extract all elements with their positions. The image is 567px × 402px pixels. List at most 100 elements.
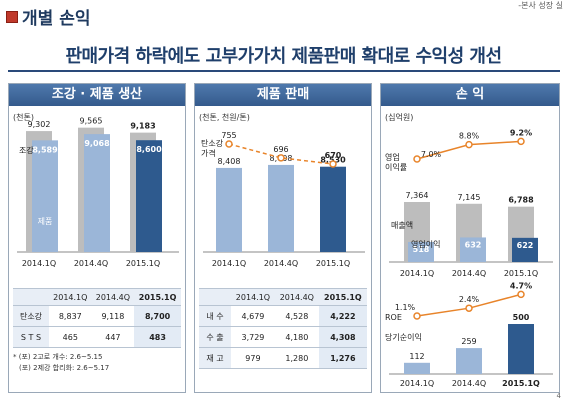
sales-legend: 매출액 <box>391 220 413 230</box>
panel-sales-title: 제품 판매 <box>195 84 371 106</box>
price-point <box>329 160 337 168</box>
tick-label: 2015.1Q <box>502 379 540 388</box>
production-chart: 9,302 8,589 2014.1Q 9,565 9,068 2014.4Q 9,183 8… <box>9 84 185 284</box>
table-row: 수 출 3,729 4,180 4,308 <box>199 326 367 348</box>
table-corner <box>199 288 231 306</box>
label-margin: 9.2% <box>510 128 532 137</box>
table-row: 탄소강 8,837 9,118 8,700 <box>13 305 181 327</box>
bar-product <box>136 140 162 252</box>
margin-point <box>517 137 525 146</box>
label-sales: 8,408 <box>218 157 241 166</box>
bar-op-income <box>460 237 486 262</box>
label-margin: 7.0% <box>421 150 442 159</box>
tick-label: 2014.4Q <box>452 269 486 278</box>
table-header: 2014.1Q <box>49 288 92 306</box>
label-sales: 8,530 <box>320 156 346 165</box>
label-product: 8,600 <box>136 145 162 154</box>
table-cell: 4,222 <box>318 305 367 327</box>
label-sales: 7,145 <box>458 193 481 202</box>
label-roe: 1.1% <box>395 303 416 312</box>
table-cell: 4,679 <box>231 305 275 327</box>
bar-net-income <box>404 362 430 374</box>
income-chart: 7,364 518 2014.1Q 7,145 632 2014.4Q 6,788 622 20… <box>381 84 559 392</box>
footnote-2: (포) 2제강 합리화: 2.6~5.17 <box>19 364 110 372</box>
production-table: 2014.1Q 2014.4Q 2015.1Q 탄소강 8,837 9,118 … <box>13 288 181 348</box>
panel-production-title: 조강 · 제품 생산 <box>9 84 185 106</box>
headline: 판매가격 하락에도 고부가가치 제품판매 확대로 수익성 개선 <box>65 46 502 67</box>
headline-divider <box>8 70 560 72</box>
panel-income-title: 손 익 <box>381 84 559 106</box>
row-name: 탄소강 <box>13 305 49 327</box>
tick-label: 2014.4Q <box>264 259 298 268</box>
panel-sales-unit: (천톤, 천원/톤) <box>199 113 250 122</box>
label-sales: 6,788 <box>508 196 534 205</box>
row-name: 내 수 <box>199 305 231 327</box>
tick-label: 2014.4Q <box>452 379 486 388</box>
row-name: 수 출 <box>199 326 231 348</box>
table-cell: 979 <box>231 347 275 369</box>
roe-point <box>517 290 525 299</box>
tick-label: 2014.4Q <box>74 259 108 268</box>
margin-point <box>465 140 473 149</box>
table-corner <box>13 288 49 306</box>
op-legend: 영업이익 <box>411 239 440 249</box>
price-line <box>228 143 334 165</box>
table-row: 재 고 979 1,280 1,276 <box>199 347 367 369</box>
row-name: 재 고 <box>199 347 231 369</box>
table-header: 2014.4Q <box>91 288 135 306</box>
table-header: 2014.1Q <box>231 288 275 306</box>
price-point <box>277 154 285 162</box>
legend-product: 제품 <box>38 217 53 226</box>
label-crude-steel: 9,565 <box>80 117 103 126</box>
bar-sales <box>320 166 346 252</box>
table-header: 2014.4Q <box>274 288 319 306</box>
table-cell: 8,700 <box>134 305 181 327</box>
roe-point <box>465 304 473 312</box>
table-cell: 9,118 <box>91 305 135 327</box>
tick-label: 2014.1Q <box>400 379 434 388</box>
tick-label: 2014.1Q <box>212 259 246 268</box>
label-crude-steel: 9,302 <box>28 120 51 129</box>
line-label-2: 가격 <box>201 148 216 158</box>
p1chart-svg: 9,302 8,589 2014.1Q 9,565 9,068 2014.4Q 9,183 8… <box>17 117 179 268</box>
label-product: 8,589 <box>32 145 58 154</box>
table-cell: 4,308 <box>318 326 367 348</box>
label-price: 670 <box>325 151 342 160</box>
footnote-1: * (포) 2고로 개수: 2.6~5.15 <box>13 353 103 361</box>
label-net-income: 112 <box>409 352 424 361</box>
bar-sales <box>268 164 294 252</box>
panel-income-unit: (십억원) <box>385 113 414 122</box>
p2chart-svg: 8,4082014.1Q8,7082014.4Q8,5302015.1Q7556… <box>201 131 365 268</box>
price-point <box>225 140 233 148</box>
table-header: 2015.1Q <box>318 288 367 306</box>
panel-sales: 제품 판매 (천톤, 천원/톤) 8,4082014.1Q8,7082014.4… <box>194 83 372 393</box>
bar-net-income <box>508 324 534 374</box>
table-cell: 483 <box>134 326 181 348</box>
top-right-caption: -본사 성장 실 <box>518 1 563 10</box>
label-op-income: 632 <box>465 240 482 249</box>
label-margin: 8.8% <box>459 132 480 141</box>
label-net-income: 259 <box>461 337 476 346</box>
margin-point <box>413 155 421 163</box>
table-header: 2015.1Q <box>134 288 181 306</box>
section-bullet-icon <box>6 11 18 23</box>
label-roe: 2.4% <box>459 295 480 304</box>
label-price: 696 <box>273 145 288 154</box>
roe-point <box>413 312 421 320</box>
p3chart-svg: 7,364 518 2014.1Q 7,145 632 2014.4Q 6,788 622 20… <box>385 128 553 388</box>
sales-table: 2014.1Q 2014.4Q 2015.1Q 내 수 4,679 4,528 … <box>199 288 367 369</box>
tick-label: 2014.1Q <box>22 259 56 268</box>
tick-label: 2014.1Q <box>400 269 434 278</box>
roe-legend: ROE <box>385 313 402 322</box>
table-cell: 447 <box>91 326 135 348</box>
tick-label: 2015.1Q <box>126 259 160 268</box>
sales-chart: 8,4082014.1Q8,7082014.4Q8,5302015.1Q7556… <box>195 84 371 284</box>
section-title: 개별 손익 <box>22 9 91 29</box>
line-label: 탄소강 <box>201 138 224 148</box>
margin-legend-2: 이익률 <box>385 162 407 172</box>
panel-production-unit: (천톤) <box>13 113 34 122</box>
row-name: S T S <box>13 326 49 348</box>
table-cell: 3,729 <box>231 326 275 348</box>
bar-net-income <box>456 348 482 374</box>
page-number: 4 <box>556 392 561 400</box>
